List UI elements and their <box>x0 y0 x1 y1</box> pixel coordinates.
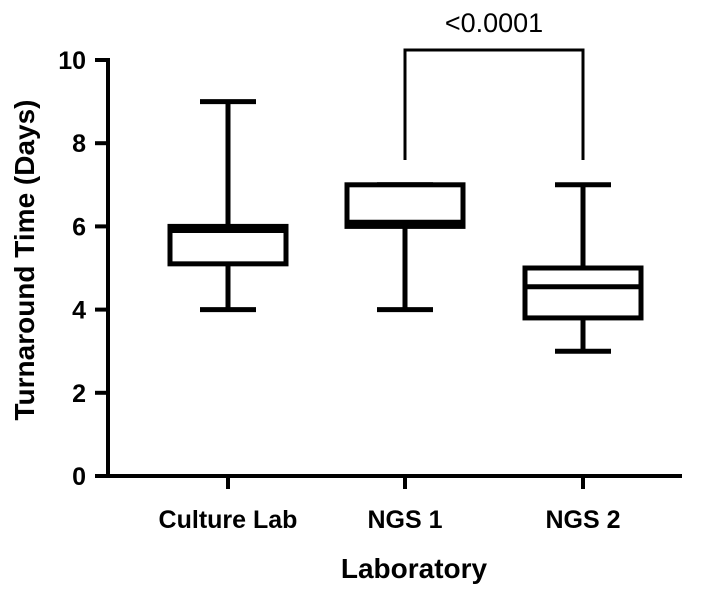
iqr-box <box>522 265 644 321</box>
box-group <box>167 99 644 354</box>
x-tick-label: NGS 1 <box>367 506 442 534</box>
y-tick-label: 4 <box>72 297 86 325</box>
x-axis-title: Laboratory <box>341 553 488 584</box>
y-tick-label: 10 <box>58 47 86 75</box>
box-plot-1 <box>167 99 289 313</box>
annotations: <0.0001 <box>403 8 585 160</box>
axes: 0 2 4 6 8 10 Culture Lab NGS 1 NGS 2 <box>58 47 682 534</box>
box-plot-2 <box>344 182 466 313</box>
box-plot-3 <box>522 182 644 354</box>
x-tick-label: NGS 2 <box>545 506 620 534</box>
y-tick-label: 6 <box>72 213 86 241</box>
y-tick-label: 0 <box>72 463 86 491</box>
significance-label: <0.0001 <box>445 8 543 38</box>
y-tick-label: 8 <box>72 130 86 158</box>
y-tick-label: 2 <box>72 380 86 408</box>
y-axis-title: Turnaround Time (Days) <box>9 99 40 420</box>
significance-bracket <box>403 48 585 160</box>
x-tick-label: Culture Lab <box>159 506 298 534</box>
significance-annotation: <0.0001 <box>403 8 585 160</box>
iqr-box <box>344 182 466 229</box>
